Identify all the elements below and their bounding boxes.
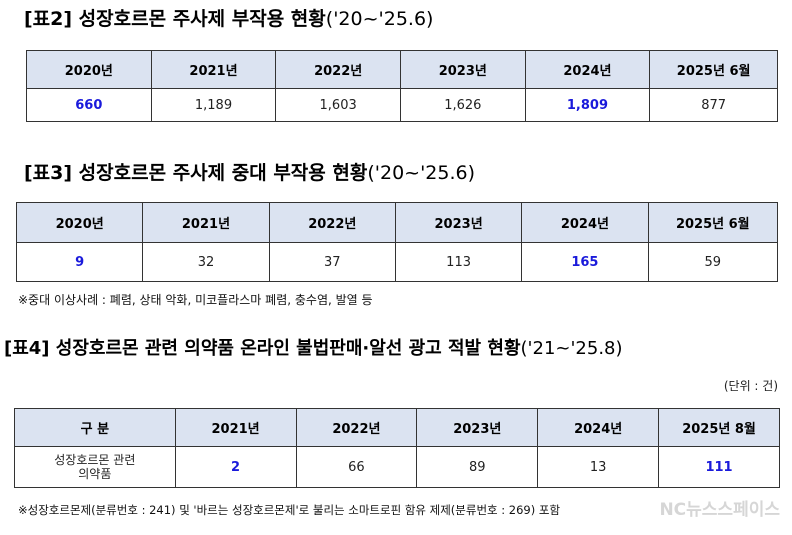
table2-title: [표2] 성장호르몬 주사제 부작용 현황('20~'25.6) xyxy=(24,4,433,31)
table3-header-2024: 2024년 xyxy=(521,202,649,243)
table3: 2020년 2021년 2022년 2023년 2024년 2025년 6월 9… xyxy=(15,202,779,282)
table3-header-2021: 2021년 xyxy=(142,202,270,243)
table4-header-2024: 2024년 xyxy=(537,408,660,447)
table3-header-2022: 2022년 xyxy=(268,202,396,243)
table4-row-label: 성장호르몬 관련 의약품 xyxy=(14,446,176,488)
table2-value-2021: 1,189 xyxy=(150,88,277,122)
table2-header-2021: 2021년 xyxy=(150,50,277,89)
table3-value-2022: 37 xyxy=(268,242,396,282)
table4-header-2021: 2021년 xyxy=(174,408,297,447)
table4-row-label-line2: 의약품 xyxy=(78,467,112,481)
table4-title: [표4] 성장호르몬 관련 의약품 온라인 불법판매·알선 광고 적발 현황('… xyxy=(4,334,623,360)
table2-period: ('20~'25.6) xyxy=(325,8,434,30)
table3-value-2025: 59 xyxy=(647,242,779,282)
table2-value-2022: 1,603 xyxy=(275,88,401,122)
table4-header-category: 구 분 xyxy=(14,408,176,447)
table3-note: ※중대 이상사례 : 폐렴, 상태 악화, 미코플라스마 폐렴, 충수염, 발열… xyxy=(18,293,373,307)
table4-header-2023: 2023년 xyxy=(416,408,539,447)
table2-header-2020: 2020년 xyxy=(26,50,152,89)
table4-value-2022: 66 xyxy=(295,446,418,488)
table2-header-2025: 2025년 6월 xyxy=(649,50,778,89)
table4-value-2025: 111 xyxy=(658,446,780,488)
table2-header-2024: 2024년 xyxy=(524,50,651,89)
table3-value-2021: 32 xyxy=(142,242,270,282)
table2-header-2023: 2023년 xyxy=(399,50,526,89)
table4-header-2025: 2025년 8월 xyxy=(658,408,780,447)
table2-value-2020: 660 xyxy=(26,88,152,122)
table4-header-2022: 2022년 xyxy=(295,408,418,447)
table2-header-2022: 2022년 xyxy=(275,50,401,89)
table3-header-2023: 2023년 xyxy=(394,202,523,243)
table2-value-2025: 877 xyxy=(649,88,778,122)
table3-header-2020: 2020년 xyxy=(15,202,144,243)
table4: 구 분 2021년 2022년 2023년 2024년 2025년 8월 성장호… xyxy=(14,408,780,488)
table3-value-2023: 113 xyxy=(394,242,523,282)
table3-value-2020: 9 xyxy=(15,242,144,282)
table4-title-text: [표4] 성장호르몬 관련 의약품 온라인 불법판매·알선 광고 적발 현황 xyxy=(4,338,521,359)
table4-row-label-line1: 성장호르몬 관련 xyxy=(54,453,136,467)
table3-header-2025: 2025년 6월 xyxy=(647,202,779,243)
table3-period: ('20~'25.6) xyxy=(367,162,476,184)
table2-value-2023: 1,626 xyxy=(399,88,526,122)
table3-title-text: [표3] 성장호르몬 주사제 중대 부작용 현황 xyxy=(24,162,368,184)
table3-title: [표3] 성장호르몬 주사제 중대 부작용 현황('20~'25.6) xyxy=(24,158,475,185)
watermark: NC뉴스스페이스 xyxy=(659,500,780,520)
table2: 2020년 2021년 2022년 2023년 2024년 2025년 6월 6… xyxy=(26,50,778,122)
table4-value-2024: 13 xyxy=(537,446,660,488)
table4-note: ※성장호르몬제(분류번호 : 241) 및 '바르는 성장호르몬제'로 불리는 … xyxy=(18,503,561,517)
table2-title-text: [표2] 성장호르몬 주사제 부작용 현황 xyxy=(24,8,326,30)
table2-value-2024: 1,809 xyxy=(524,88,651,122)
table4-value-2021: 2 xyxy=(174,446,297,488)
table4-value-2023: 89 xyxy=(416,446,539,488)
table4-unit: (단위 : 건) xyxy=(723,379,778,393)
table3-value-2024: 165 xyxy=(521,242,649,282)
table4-period: ('21~'25.8) xyxy=(520,338,623,359)
